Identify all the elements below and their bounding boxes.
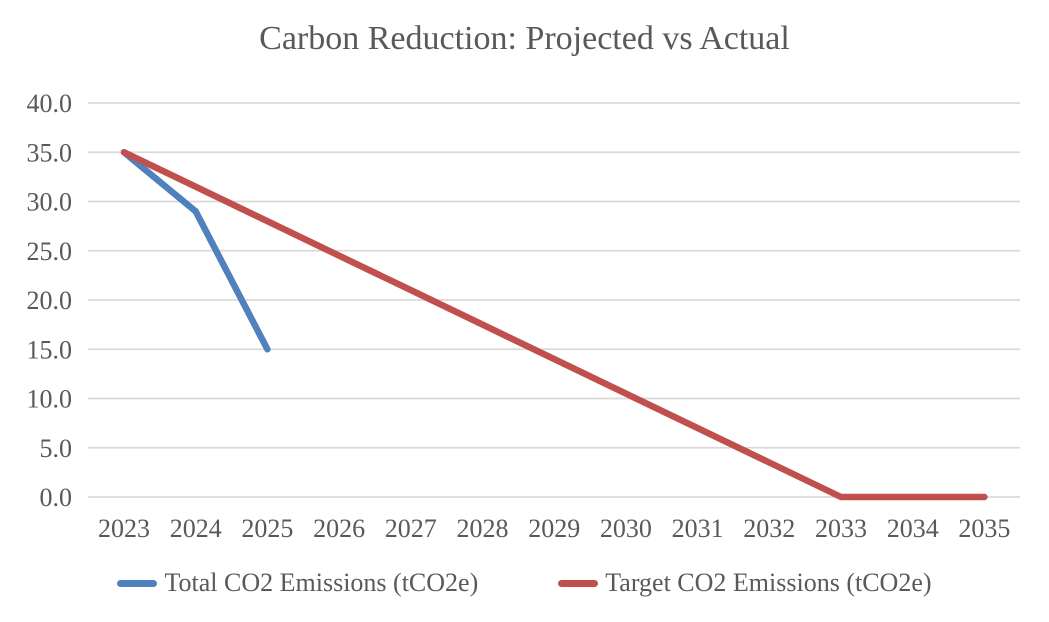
x-tick-label: 2034 [887,514,939,543]
legend-swatch-total-co2-icon [117,579,158,587]
y-tick-label: 0.0 [40,483,73,512]
x-tick-label: 2025 [241,514,293,543]
x-tick-label: 2026 [313,514,365,543]
x-tick-label: 2029 [528,514,580,543]
x-tick-label: 2023 [98,514,150,543]
y-tick-label: 20.0 [27,286,73,315]
chart-title: Carbon Reduction: Projected vs Actual [259,20,790,57]
x-tick-label: 2035 [958,514,1010,543]
y-tick-label: 5.0 [40,434,73,463]
legend-item-total-co2: Total CO2 Emissions (tCO2e) [117,568,478,598]
legend-label-target-co2: Target CO2 Emissions (tCO2e) [605,568,932,597]
x-tick-label: 2030 [600,514,652,543]
y-tick-label: 35.0 [27,138,73,167]
y-tick-label: 10.0 [27,385,73,414]
x-tick-label: 2027 [385,514,437,543]
x-tick-label: 2024 [170,514,222,543]
y-tick-label: 15.0 [27,335,73,364]
x-tick-label: 2033 [815,514,867,543]
legend-label-total-co2: Total CO2 Emissions (tCO2e) [164,568,479,597]
legend: Total CO2 Emissions (tCO2e) Target CO2 E… [0,568,1049,598]
series-line-0 [120,149,271,353]
legend-swatch-target-co2-icon [558,579,599,587]
x-tick-label: 2032 [743,514,795,543]
series-line-1 [120,149,988,501]
y-tick-label: 40.0 [27,89,73,118]
y-tick-label: 30.0 [27,188,73,217]
y-tick-label: 25.0 [27,237,73,266]
x-tick-label: 2031 [672,514,724,543]
x-tick-label: 2028 [457,514,509,543]
legend-item-target-co2: Target CO2 Emissions (tCO2e) [558,568,932,598]
